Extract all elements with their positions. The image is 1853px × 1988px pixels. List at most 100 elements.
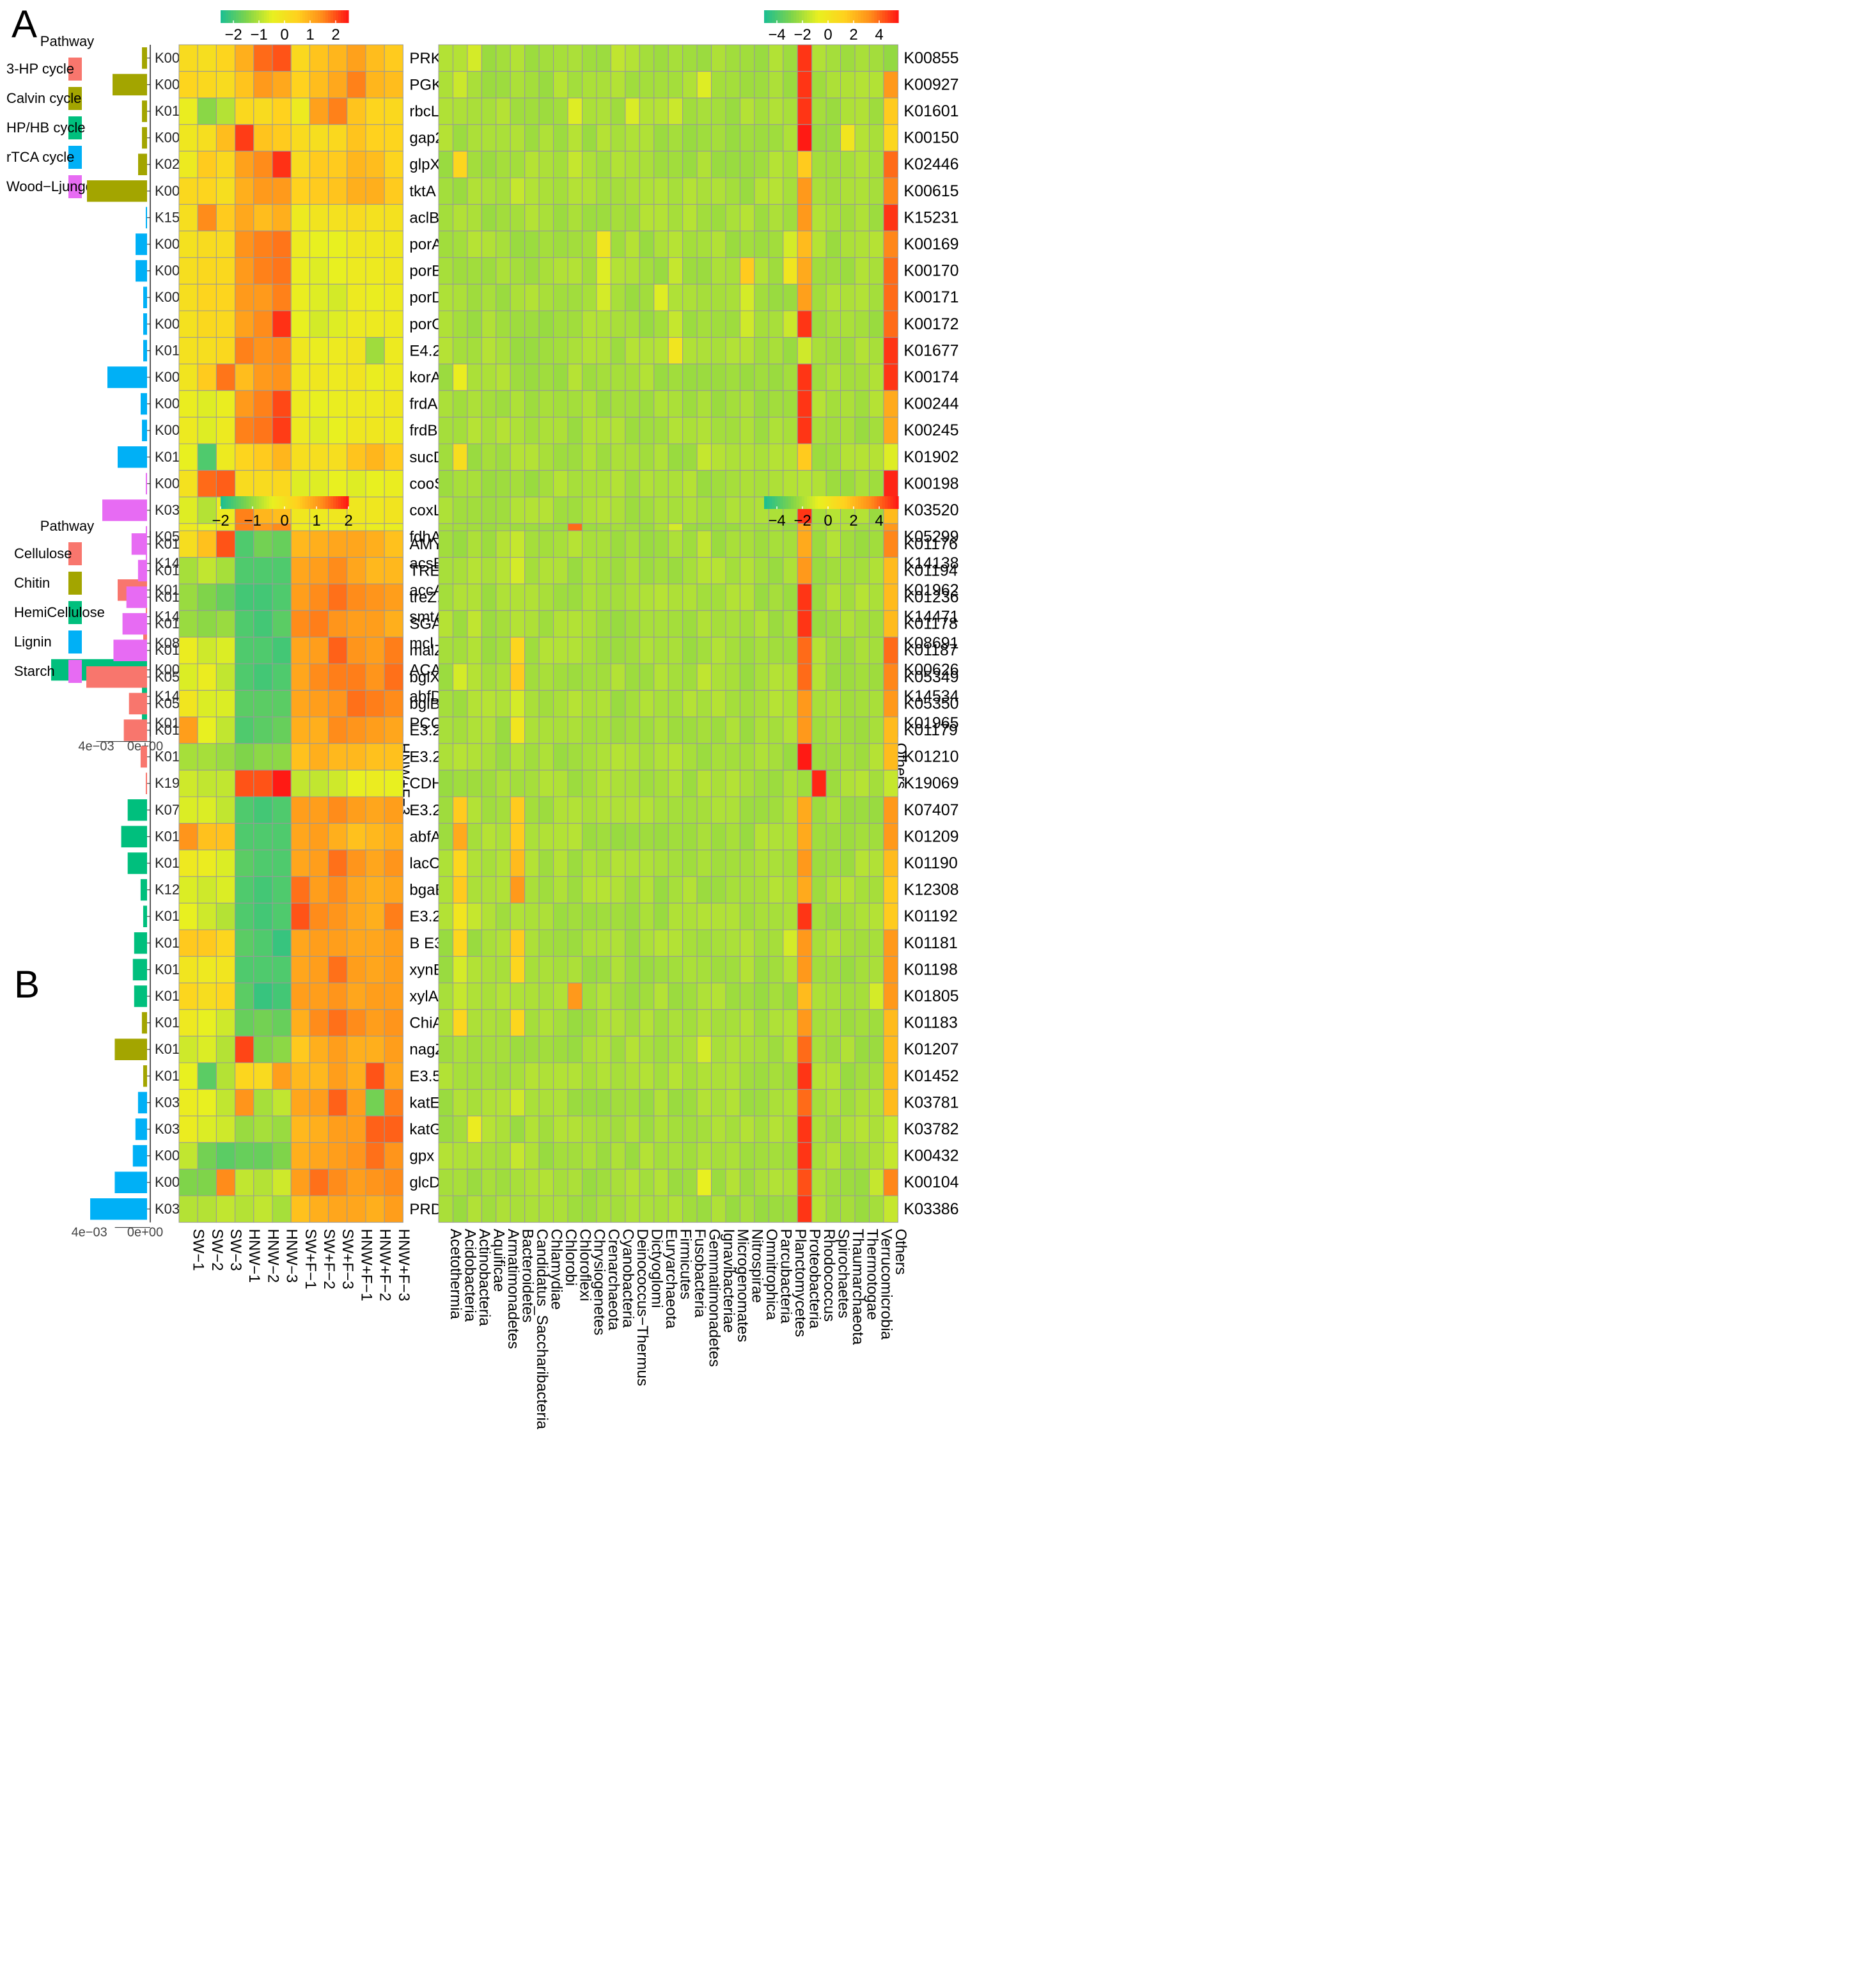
pathway-bar [132,1145,147,1167]
taxa-cell [725,310,740,338]
taxa-cell [467,496,482,524]
taxon-label: Microgenomates [734,1229,751,1342]
heatmap-cell [215,956,236,983]
heatmap-cell [290,1089,310,1116]
heatmap-cell [178,496,198,524]
colorbar-swatch [302,496,306,509]
taxa-cell [825,1062,841,1090]
heatmap-cell [215,1062,236,1090]
taxa-cell [711,204,726,231]
colorbar-swatch [320,10,324,23]
pathway-bar [122,613,147,635]
taxa-cell [625,177,640,205]
taxa-cell [452,1115,468,1143]
colorbar-swatch [831,496,834,509]
taxa-cell [768,470,784,497]
taxa-cell [524,743,540,771]
sample-label: SW−1 [190,1229,207,1271]
colorbar-swatch [287,496,290,509]
taxa-cell [768,230,784,258]
heatmap-cell [197,1195,217,1223]
heatmap-cell [272,956,292,983]
taxa-cell [811,902,827,930]
taxa-cell [538,283,554,311]
taxa-cell [625,1195,640,1223]
taxa-cell [711,496,726,524]
colorbar-tick-label: −1 [244,512,261,529]
taxa-cell [639,230,655,258]
taxa-cell [682,230,698,258]
taxa-cell [825,530,841,558]
right-ko-label: K01210 [903,748,958,766]
taxa-cell [696,496,712,524]
heatmap-cell [178,337,198,364]
taxa-cell [797,743,813,771]
taxa-cell [682,849,698,877]
taxa-cell [538,530,554,558]
gene-label: bglB [409,695,440,712]
taxa-cell [754,71,769,98]
gene-label: accA [409,582,443,599]
taxa-cell [467,557,482,584]
taxa-cell [696,1089,712,1116]
taxa-cell [811,337,827,364]
taxa-cell [496,1115,511,1143]
taxa-cell [668,583,684,611]
taxa-cell [811,1062,827,1090]
taxa-cell [739,150,755,178]
taxa-cell [467,636,482,664]
taxa-cell [696,97,712,125]
taxa-cell [452,823,468,850]
taxa-cell [496,796,511,824]
taxa-cell [682,1089,698,1116]
taxa-cell [696,1009,712,1037]
taxa-cell [797,71,813,98]
heatmap-cell [309,310,329,338]
taxa-cell [639,902,655,930]
taxa-cell [739,849,755,877]
taxa-cell [610,496,626,524]
heatmap-cell [178,849,198,877]
taxa-cell [582,530,597,558]
taxa-cell [538,1009,554,1037]
taxa-cell [510,310,526,338]
taxa-cell [668,283,684,311]
colorbar-swatch [328,10,331,23]
taxa-cell [452,363,468,391]
pathway-bar [114,1038,147,1060]
colorbar-swatch [785,10,789,23]
taxa-cell [524,310,540,338]
heatmap-cell [290,204,310,231]
taxa-cell [467,796,482,824]
taxa-cell [510,610,526,638]
heatmap-cell [272,44,292,72]
heatmap-cell [215,902,236,930]
taxa-cell [653,956,669,983]
heatmap-cell [215,470,236,497]
taxa-cell [668,982,684,1010]
taxa-cell [452,1062,468,1090]
colorbar-swatch [346,496,349,509]
taxa-cell [596,823,611,850]
taxa-cell [768,1009,784,1037]
heatmap-cell [235,1168,254,1196]
taxa-cell [610,1089,626,1116]
taxa-cell [524,124,540,152]
taxa-cell [783,283,798,311]
taxa-cell [883,690,898,717]
taxa-cell [797,663,813,691]
right-ko-label: K00245 [903,421,958,439]
heatmap-cell [253,150,273,178]
taxa-cell [639,1035,655,1063]
taxon-label: Planctomycetes [792,1229,809,1337]
taxa-cell [883,363,898,391]
taxa-cell [596,956,611,983]
taxa-cell [854,929,870,957]
taxa-cell [538,337,554,364]
taxa-cell [510,470,526,497]
heatmap-cell [384,796,403,824]
legend-label: HP/HB cycle [6,120,85,136]
right-ko-label: K00244 [903,395,958,413]
taxa-cell [438,1115,453,1143]
taxa-cell [553,150,568,178]
